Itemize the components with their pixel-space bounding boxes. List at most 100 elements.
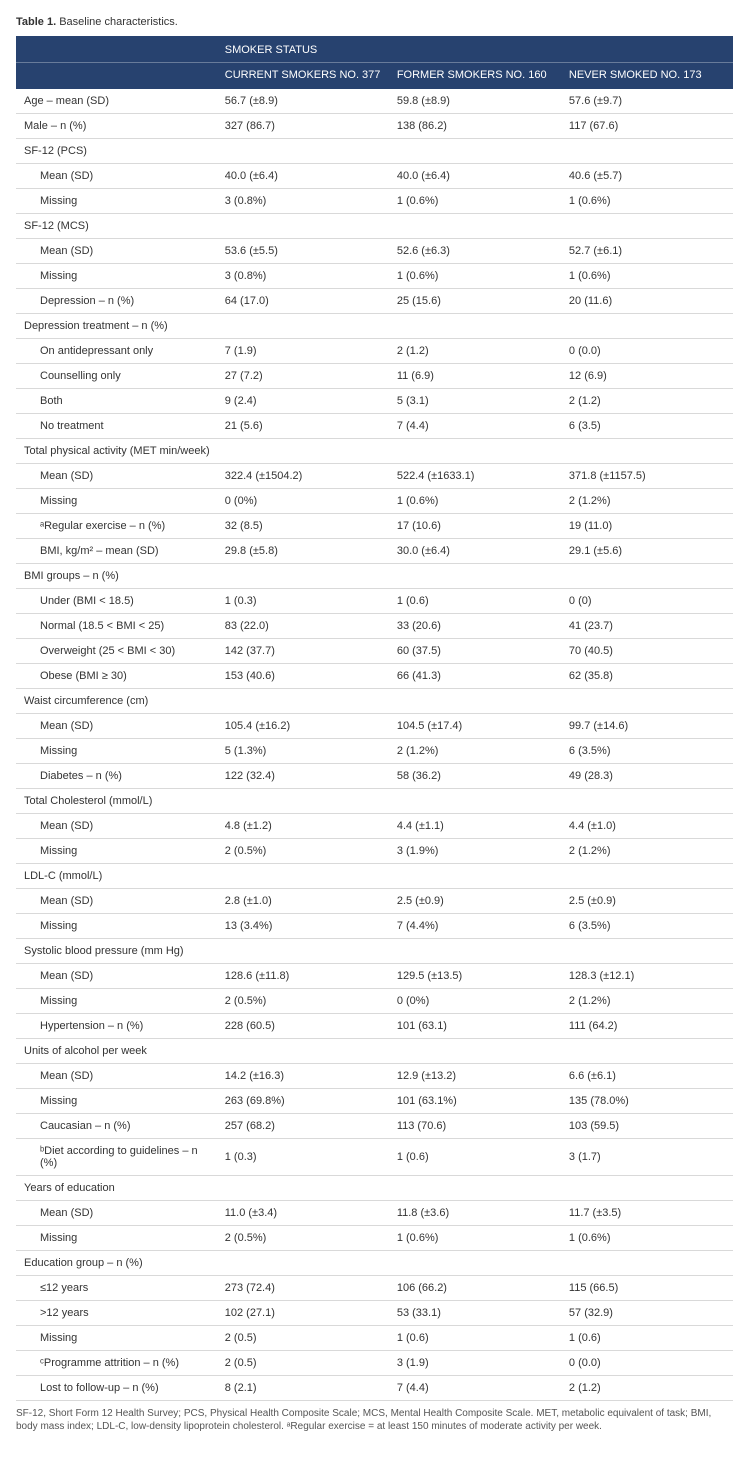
cell-value: 11 (6.9) — [389, 364, 561, 389]
cell-value: 2 (0.5) — [217, 1351, 389, 1376]
row-label: Mean (SD) — [16, 1201, 217, 1226]
cell-value: 13 (3.4%) — [217, 914, 389, 939]
cell-value: 3 (1.7) — [561, 1139, 733, 1176]
cell-value: 1 (0.6%) — [389, 1226, 561, 1251]
cell-value: 4.8 (±1.2) — [217, 814, 389, 839]
cell-value: 12.9 (±13.2) — [389, 1064, 561, 1089]
table-row: Male – n (%)327 (86.7)138 (86.2)117 (67.… — [16, 114, 733, 139]
table-row: On antidepressant only7 (1.9)2 (1.2)0 (0… — [16, 339, 733, 364]
table-row: Mean (SD)11.0 (±3.4)11.8 (±3.6)11.7 (±3.… — [16, 1201, 733, 1226]
table-row: Caucasian – n (%)257 (68.2)113 (70.6)103… — [16, 1114, 733, 1139]
table-row: Mean (SD)40.0 (±6.4)40.0 (±6.4)40.6 (±5.… — [16, 164, 733, 189]
table-row: Age – mean (SD)56.7 (±8.9)59.8 (±8.9)57.… — [16, 89, 733, 114]
cell-value: 371.8 (±1157.5) — [561, 464, 733, 489]
row-label: Male – n (%) — [16, 114, 217, 139]
cell-value: 135 (78.0%) — [561, 1089, 733, 1114]
row-label: Mean (SD) — [16, 964, 217, 989]
cell-value: 128.3 (±12.1) — [561, 964, 733, 989]
row-label: Lost to follow-up – n (%) — [16, 1376, 217, 1401]
cell-value: 3 (1.9%) — [389, 839, 561, 864]
table-row: ≤12 years273 (72.4)106 (66.2)115 (66.5) — [16, 1276, 733, 1301]
cell-value: 40.0 (±6.4) — [217, 164, 389, 189]
row-label: Mean (SD) — [16, 464, 217, 489]
cell-value: 122 (32.4) — [217, 764, 389, 789]
cell-value: 2 (0.5%) — [217, 989, 389, 1014]
cell-value: 11.7 (±3.5) — [561, 1201, 733, 1226]
cell-value: 49 (28.3) — [561, 764, 733, 789]
cell-value: 1 (0.6%) — [561, 1226, 733, 1251]
cell-value: 2 (0.5%) — [217, 839, 389, 864]
cell-value: 3 (0.8%) — [217, 189, 389, 214]
section-label: Total Cholesterol (mmol/L) — [16, 789, 733, 814]
cell-value: 101 (63.1) — [389, 1014, 561, 1039]
table-row: Mean (SD)14.2 (±16.3)12.9 (±13.2)6.6 (±6… — [16, 1064, 733, 1089]
row-label: Missing — [16, 489, 217, 514]
cell-value: 8 (2.1) — [217, 1376, 389, 1401]
section-label: LDL-C (mmol/L) — [16, 864, 733, 889]
cell-value: 7 (1.9) — [217, 339, 389, 364]
cell-value: 12 (6.9) — [561, 364, 733, 389]
cell-value: 0 (0%) — [217, 489, 389, 514]
header-blank2 — [16, 63, 217, 90]
cell-value: 17 (10.6) — [389, 514, 561, 539]
header-super: SMOKER STATUS — [217, 36, 733, 63]
cell-value: 1 (0.6) — [389, 1139, 561, 1176]
cell-value: 0 (0) — [561, 589, 733, 614]
cell-value: 57.6 (±9.7) — [561, 89, 733, 114]
row-label: No treatment — [16, 414, 217, 439]
cell-value: 5 (3.1) — [389, 389, 561, 414]
caption-label: Table 1. — [16, 16, 56, 28]
table-row: Hypertension – n (%)228 (60.5)101 (63.1)… — [16, 1014, 733, 1039]
row-label: Missing — [16, 1326, 217, 1351]
cell-value: 6.6 (±6.1) — [561, 1064, 733, 1089]
cell-value: 30.0 (±6.4) — [389, 539, 561, 564]
cell-value: 0 (0%) — [389, 989, 561, 1014]
table-row: Missing2 (0.5%)3 (1.9%)2 (1.2%) — [16, 839, 733, 864]
cell-value: 7 (4.4) — [389, 1376, 561, 1401]
cell-value: 1 (0.6) — [561, 1326, 733, 1351]
row-label: Obese (BMI ≥ 30) — [16, 664, 217, 689]
section-label: Systolic blood pressure (mm Hg) — [16, 939, 733, 964]
row-label: Mean (SD) — [16, 714, 217, 739]
cell-value: 20 (11.6) — [561, 289, 733, 314]
cell-value: 14.2 (±16.3) — [217, 1064, 389, 1089]
cell-value: 53.6 (±5.5) — [217, 239, 389, 264]
cell-value: 1 (0.6%) — [389, 264, 561, 289]
cell-value: 263 (69.8%) — [217, 1089, 389, 1114]
cell-value: 2 (1.2%) — [561, 989, 733, 1014]
cell-value: 58 (36.2) — [389, 764, 561, 789]
table-row: Diabetes – n (%)122 (32.4)58 (36.2)49 (2… — [16, 764, 733, 789]
row-label: Counselling only — [16, 364, 217, 389]
row-label: Mean (SD) — [16, 239, 217, 264]
cell-value: 99.7 (±14.6) — [561, 714, 733, 739]
row-label: Missing — [16, 739, 217, 764]
table-row: Missing0 (0%)1 (0.6%)2 (1.2%) — [16, 489, 733, 514]
table-row: Missing3 (0.8%)1 (0.6%)1 (0.6%) — [16, 264, 733, 289]
cell-value: 2 (1.2) — [561, 389, 733, 414]
cell-value: 4.4 (±1.0) — [561, 814, 733, 839]
row-label: ᵇDiet according to guidelines – n (%) — [16, 1139, 217, 1176]
cell-value: 7 (4.4%) — [389, 914, 561, 939]
cell-value: 1 (0.6%) — [561, 264, 733, 289]
cell-value: 105.4 (±16.2) — [217, 714, 389, 739]
cell-value: 1 (0.6) — [389, 1326, 561, 1351]
row-label: On antidepressant only — [16, 339, 217, 364]
cell-value: 0 (0.0) — [561, 1351, 733, 1376]
cell-value: 6 (3.5%) — [561, 739, 733, 764]
row-label: Mean (SD) — [16, 1064, 217, 1089]
table-row: BMI, kg/m² – mean (SD)29.8 (±5.8)30.0 (±… — [16, 539, 733, 564]
table-row: Mean (SD)53.6 (±5.5)52.6 (±6.3)52.7 (±6.… — [16, 239, 733, 264]
section-label: Education group – n (%) — [16, 1251, 733, 1276]
cell-value: 101 (63.1%) — [389, 1089, 561, 1114]
section-label: Units of alcohol per week — [16, 1039, 733, 1064]
cell-value: 1 (0.6%) — [561, 189, 733, 214]
cell-value: 5 (1.3%) — [217, 739, 389, 764]
cell-value: 1 (0.6%) — [389, 189, 561, 214]
cell-value: 103 (59.5) — [561, 1114, 733, 1139]
table-row: Missing5 (1.3%)2 (1.2%)6 (3.5%) — [16, 739, 733, 764]
cell-value: 138 (86.2) — [389, 114, 561, 139]
cell-value: 1 (0.3) — [217, 1139, 389, 1176]
table-row: Normal (18.5 < BMI < 25)83 (22.0)33 (20.… — [16, 614, 733, 639]
cell-value: 52.7 (±6.1) — [561, 239, 733, 264]
section-label: BMI groups – n (%) — [16, 564, 733, 589]
